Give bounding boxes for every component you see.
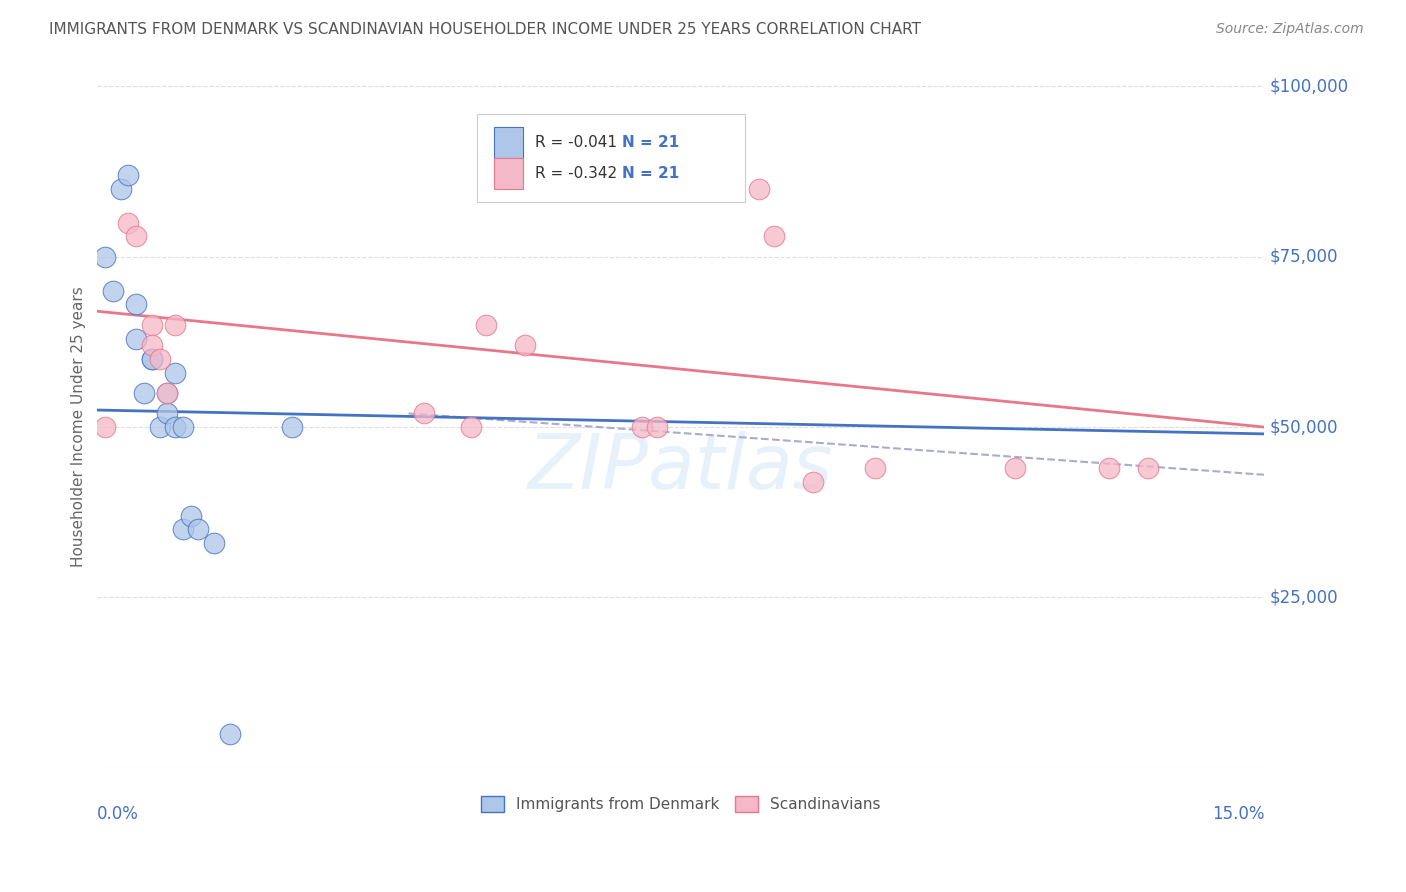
Point — [156, 407, 179, 421]
FancyBboxPatch shape — [494, 128, 523, 158]
Point — [149, 351, 172, 366]
Point — [132, 386, 155, 401]
Point — [149, 420, 172, 434]
Point — [141, 351, 163, 366]
Point — [172, 420, 194, 434]
Point — [125, 331, 148, 345]
Text: R = -0.342: R = -0.342 — [534, 166, 617, 181]
Point — [1098, 461, 1121, 475]
Text: R = -0.041: R = -0.041 — [534, 136, 617, 150]
FancyBboxPatch shape — [494, 158, 523, 188]
Point — [125, 297, 148, 311]
Text: N = 21: N = 21 — [623, 136, 679, 150]
Text: 15.0%: 15.0% — [1212, 805, 1264, 823]
Point — [94, 250, 117, 264]
Point — [165, 420, 187, 434]
Point — [141, 318, 163, 332]
Point — [117, 168, 139, 182]
Point — [165, 318, 187, 332]
Text: 0.0%: 0.0% — [97, 805, 139, 823]
Point — [180, 508, 202, 523]
Point — [117, 216, 139, 230]
Point — [101, 284, 124, 298]
Point — [218, 726, 240, 740]
Point — [475, 318, 498, 332]
Text: $25,000: $25,000 — [1270, 589, 1339, 607]
Point — [110, 181, 132, 195]
Legend: Immigrants from Denmark, Scandinavians: Immigrants from Denmark, Scandinavians — [475, 789, 887, 818]
Point — [94, 420, 117, 434]
Point — [865, 461, 887, 475]
Point — [156, 386, 179, 401]
Text: $50,000: $50,000 — [1270, 418, 1339, 436]
Text: IMMIGRANTS FROM DENMARK VS SCANDINAVIAN HOUSEHOLDER INCOME UNDER 25 YEARS CORREL: IMMIGRANTS FROM DENMARK VS SCANDINAVIAN … — [49, 22, 921, 37]
Point — [1004, 461, 1026, 475]
Point — [141, 351, 163, 366]
Point — [631, 420, 654, 434]
Point — [187, 522, 209, 536]
Text: $100,000: $100,000 — [1270, 78, 1350, 95]
Point — [763, 229, 786, 244]
Point — [281, 420, 304, 434]
Point — [801, 475, 824, 489]
Point — [202, 536, 225, 550]
Text: $75,000: $75,000 — [1270, 248, 1339, 266]
Text: N = 21: N = 21 — [623, 166, 679, 181]
Point — [413, 407, 436, 421]
Point — [515, 338, 537, 352]
Point — [156, 386, 179, 401]
Point — [460, 420, 482, 434]
Text: ZIPatlas: ZIPatlas — [529, 431, 834, 505]
Point — [125, 229, 148, 244]
Point — [141, 338, 163, 352]
Point — [165, 366, 187, 380]
FancyBboxPatch shape — [477, 113, 745, 202]
Point — [172, 522, 194, 536]
Point — [748, 181, 770, 195]
Y-axis label: Householder Income Under 25 years: Householder Income Under 25 years — [72, 286, 86, 567]
Point — [647, 420, 669, 434]
Text: Source: ZipAtlas.com: Source: ZipAtlas.com — [1216, 22, 1364, 37]
Point — [1136, 461, 1159, 475]
